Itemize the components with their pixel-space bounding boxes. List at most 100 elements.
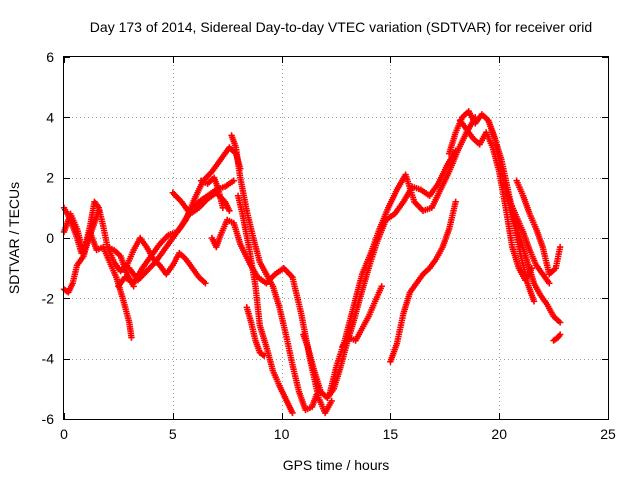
data-point — [515, 264, 522, 272]
data-point — [214, 159, 222, 167]
data-point — [186, 261, 193, 268]
data-point — [195, 204, 203, 212]
data-point — [177, 251, 185, 258]
series-track-16 — [387, 198, 459, 365]
data-point — [227, 145, 235, 153]
data-point — [435, 180, 442, 187]
data-point — [465, 108, 472, 115]
data-point — [286, 404, 294, 411]
data-point — [143, 243, 150, 251]
data-point — [197, 203, 204, 210]
plot-frame — [63, 56, 609, 420]
data-point — [436, 188, 443, 195]
y-tick-label: 2 — [46, 170, 54, 186]
data-point — [392, 188, 400, 195]
data-point — [396, 203, 403, 211]
data-point — [256, 349, 264, 356]
data-point — [79, 246, 87, 253]
data-point — [419, 271, 427, 278]
data-point — [244, 256, 252, 264]
data-point — [155, 253, 163, 261]
data-point — [367, 308, 374, 316]
data-point — [433, 194, 440, 201]
data-point — [436, 249, 443, 257]
data-point — [209, 191, 217, 199]
data-point — [270, 272, 277, 279]
x-tick-label: 10 — [274, 426, 290, 442]
data-point — [163, 233, 171, 240]
data-point — [202, 179, 209, 186]
data-point — [282, 266, 289, 273]
data-point — [386, 214, 393, 221]
data-point — [167, 238, 174, 245]
data-point — [468, 133, 475, 140]
data-point — [219, 152, 227, 160]
data-point — [245, 258, 253, 266]
data-point — [146, 254, 153, 262]
data-point — [539, 271, 546, 278]
data-point — [166, 265, 174, 272]
data-point — [114, 264, 122, 271]
data-point — [353, 335, 360, 342]
data-point — [381, 213, 388, 220]
data-point — [271, 371, 278, 379]
data-point — [149, 261, 156, 269]
data-point — [432, 196, 439, 203]
data-point — [366, 311, 373, 318]
data-point — [289, 409, 296, 417]
data-point — [198, 201, 206, 209]
data-point — [486, 137, 494, 145]
data-point — [465, 129, 473, 137]
data-point — [414, 278, 422, 285]
data-point — [171, 191, 178, 198]
data-point — [223, 218, 230, 226]
data-point — [514, 179, 521, 187]
data-point — [224, 204, 231, 211]
data-point — [168, 263, 175, 271]
data-point — [435, 251, 442, 259]
data-point — [508, 202, 516, 210]
data-point — [205, 171, 213, 178]
data-point — [131, 278, 138, 285]
data-point — [542, 299, 549, 306]
data-point — [259, 351, 266, 358]
data-point — [366, 251, 374, 259]
data-point — [548, 309, 555, 316]
data-point — [151, 247, 158, 255]
data-point — [442, 176, 449, 183]
data-point — [263, 280, 270, 287]
data-point — [510, 207, 518, 214]
data-point — [556, 331, 564, 338]
data-point — [360, 266, 368, 274]
data-point — [458, 139, 465, 146]
data-point — [107, 261, 114, 268]
data-point — [409, 285, 416, 292]
data-point — [218, 229, 225, 237]
series-track-5 — [115, 144, 244, 290]
y-tick-label: 0 — [46, 230, 54, 246]
data-point — [200, 278, 208, 285]
data-point — [396, 180, 404, 188]
data-point — [80, 244, 88, 251]
data-point — [216, 158, 223, 165]
data-point — [141, 261, 149, 268]
data-point — [408, 287, 415, 294]
data-point — [123, 275, 130, 282]
data-point — [136, 234, 144, 242]
data-point — [359, 268, 367, 276]
data-point — [142, 269, 149, 276]
data-point — [275, 268, 282, 275]
data-point — [363, 260, 370, 267]
data-marks — [60, 108, 564, 417]
data-point — [391, 190, 399, 197]
data-point — [75, 260, 82, 267]
data-point — [125, 276, 132, 283]
data-point — [134, 272, 142, 279]
data-point — [466, 123, 474, 130]
data-point — [272, 373, 279, 381]
data-point — [207, 169, 214, 177]
data-point — [362, 262, 369, 269]
data-point — [327, 399, 334, 407]
data-point — [348, 335, 355, 342]
data-point — [108, 263, 115, 270]
